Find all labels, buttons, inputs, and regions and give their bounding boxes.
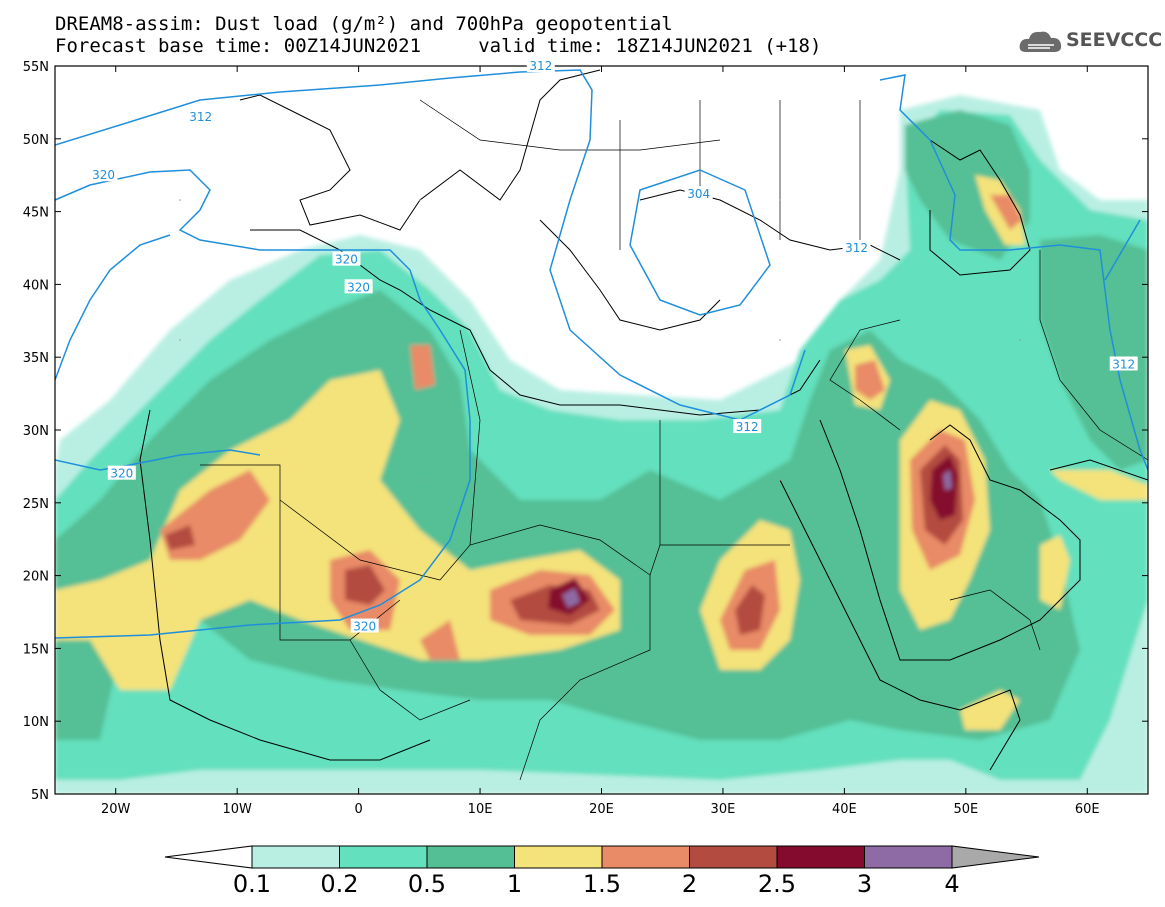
- contour-label-bg: [1109, 356, 1138, 371]
- dust-field: [55, 95, 1148, 794]
- lon-label: 30E: [711, 802, 736, 817]
- longitude-axis: 20W 10W 0 10E 20E 30E 40E 50E 60E: [101, 66, 1100, 817]
- dust-level-2-west: [165, 525, 195, 550]
- contour-label-bg: [344, 279, 373, 294]
- dust-level-1-oman: [1040, 535, 1070, 610]
- lat-label: 15N: [23, 642, 49, 657]
- colorbar-label: 1.5: [583, 870, 621, 898]
- contour-label-bg: [89, 167, 118, 182]
- colorbar-label: 2: [682, 870, 697, 898]
- dust-level-1-gulf: [1050, 470, 1148, 500]
- colorbar-swatch: [426, 845, 515, 869]
- colorbar-swatch: [864, 845, 953, 869]
- contour-label: 320: [110, 467, 133, 481]
- lon-label: 50E: [953, 802, 978, 817]
- lon-label: 60E: [1075, 802, 1100, 817]
- contour-label: 320: [92, 168, 115, 182]
- contour-label: 304: [687, 187, 710, 201]
- lon-label: 10W: [222, 802, 252, 817]
- colorbar-label: 3: [857, 870, 872, 898]
- dust-level-1.5-iraq: [855, 360, 885, 400]
- colorbar: 0.1 0.2 0.5 1 1.5 2 2.5 3 4: [164, 845, 1040, 898]
- colorbar-label: 0.2: [320, 870, 358, 898]
- map-title: DREAM8-assim: Dust load (g/m²) and 700hP…: [55, 13, 673, 35]
- contour-label: 320: [335, 253, 358, 267]
- lon-label: 0: [354, 802, 362, 817]
- lat-label: 35N: [23, 351, 49, 366]
- lon-label: 20E: [589, 802, 614, 817]
- forecast-time-subtitle: Forecast base time: 00Z14JUN2021 valid t…: [55, 35, 822, 57]
- dust-level-1.5-libya: [420, 620, 460, 660]
- colorbar-swatch: [514, 845, 603, 869]
- lat-label: 20N: [23, 570, 49, 585]
- lat-label: 50N: [23, 133, 49, 148]
- contour-label: 320: [347, 280, 370, 294]
- colorbar-swatch: [689, 845, 778, 869]
- lon-label: 20W: [101, 802, 131, 817]
- dust-level-1-somalia: [960, 690, 1020, 730]
- dust-level-1-libya: [320, 375, 380, 440]
- lat-label: 5N: [31, 788, 49, 803]
- dust-level-1: [55, 370, 620, 690]
- cloud-logo-icon: [1019, 31, 1062, 52]
- contour-label: 312: [189, 110, 212, 124]
- lat-label: 30N: [23, 424, 49, 439]
- lat-label: 40N: [23, 278, 49, 293]
- contour-label-bg: [332, 251, 361, 266]
- contour-label: 312: [1112, 357, 1135, 371]
- colorbar-label: 0.1: [233, 870, 271, 898]
- lon-label: 10E: [468, 802, 493, 817]
- dust-level-2.5-arabia: [930, 455, 958, 520]
- colorbar-swatch: [339, 845, 428, 869]
- contour-label-bg: [107, 465, 136, 480]
- colorbar-low-arrow: [164, 845, 253, 869]
- lat-label: 10N: [23, 715, 49, 730]
- contour-label: 312: [736, 420, 759, 434]
- contour-label-bg: [526, 58, 555, 72]
- dust-level-0.5-east: [1040, 235, 1148, 470]
- lat-label: 55N: [23, 60, 49, 75]
- lat-label: 45N: [23, 206, 49, 221]
- dust-level-2-sudan: [735, 585, 765, 635]
- colorbar-label: 1: [507, 870, 522, 898]
- contour-labels: 312 312 320 320 320 304 312 312 312 320 320: [89, 58, 1138, 634]
- contour-label: 312: [529, 59, 552, 73]
- colorbar-swatch: [776, 845, 865, 869]
- dust-level-3: [562, 588, 580, 608]
- geopotential-contours: [55, 69, 1148, 639]
- contour-label-bg: [733, 419, 762, 434]
- dust-level-3-arabia: [943, 470, 952, 490]
- lon-label: 40E: [832, 802, 857, 817]
- lat-label: 25N: [23, 497, 49, 512]
- contour-label-bg: [350, 618, 379, 633]
- colorbar-high-arrow: [951, 845, 1040, 869]
- contour-label-bg: [186, 108, 215, 123]
- latitude-axis: 55N 50N 45N 40N 35N 30N 25N 20N 15N 10N 5N: [23, 60, 1148, 803]
- dust-level-1.5-sw: [410, 345, 435, 390]
- graticule: [179, 199, 1021, 621]
- contour-label: 312: [845, 241, 868, 255]
- colorbar-label: 0.5: [408, 870, 446, 898]
- colorbar-label: 4: [944, 870, 959, 898]
- contour-label: 320: [353, 620, 376, 634]
- contour-label-bg: [684, 186, 713, 201]
- colorbar-swatch: [601, 845, 690, 869]
- country-borders: [200, 99, 1148, 781]
- seevccc-logo: SEEVCCC: [1018, 26, 1162, 58]
- logo-text: SEEVCCC: [1066, 29, 1163, 51]
- dust-level-2: [345, 565, 385, 605]
- colorbar-swatch: [251, 845, 340, 869]
- colorbar-label: 2.5: [758, 870, 796, 898]
- contour-label-bg: [842, 240, 871, 254]
